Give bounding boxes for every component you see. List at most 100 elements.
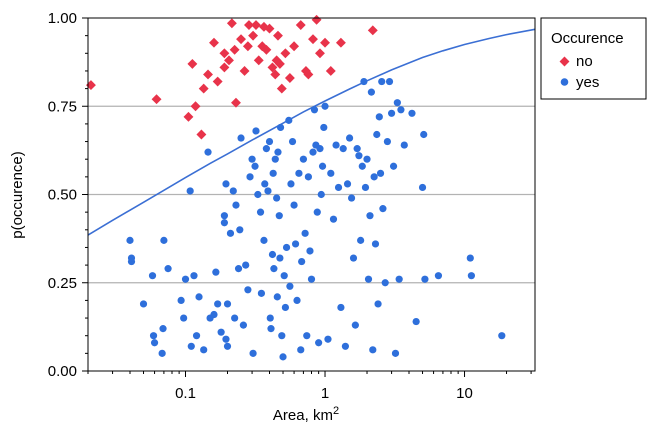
point-no [289,41,300,52]
point-yes [256,208,265,216]
point-yes [343,180,352,188]
point-yes [408,109,416,117]
legend-title: Occurence [551,30,624,47]
point-yes [217,328,225,336]
point-no [311,14,322,25]
point-yes [385,77,394,86]
y-axis-title: p(occurence) [9,151,26,239]
point-yes [358,162,366,170]
point-yes [159,325,167,333]
point-yes [304,173,312,181]
x-axis-title: Area, km2 [273,405,339,424]
point-no [248,30,259,41]
point-yes [232,201,240,209]
point-no [335,37,346,48]
point-yes [321,102,329,110]
point-yes [223,300,232,308]
point-no [253,55,264,66]
point-yes [313,208,321,216]
point-yes [281,303,289,312]
y-tick-label: 0.25 [48,275,77,292]
point-no [224,55,234,66]
point-yes [200,346,208,354]
point-yes [195,293,203,301]
point-yes [420,130,428,139]
point-yes [341,342,350,350]
point-no [187,58,198,69]
point-yes [466,254,474,262]
point-no [325,66,336,76]
point-yes [295,169,303,177]
point-yes [222,180,230,188]
point-yes [246,173,254,181]
point-yes [397,106,405,114]
point-yes [261,180,269,188]
x-tick-label: 1 [321,385,329,402]
point-yes [273,194,281,202]
y-axis: 0.00 0.25 0.50 0.75 1.00 [48,10,88,380]
point-yes [383,137,392,146]
point-yes [297,346,305,354]
y-tick-label: 0.50 [48,187,77,204]
point-yes [177,296,185,304]
point-yes [315,339,323,347]
legend-no-marker [559,56,570,67]
point-yes [286,282,294,290]
point-yes [264,187,272,195]
point-yes [249,349,257,357]
point-yes [192,332,201,340]
point-yes [187,342,195,350]
point-yes [278,332,286,340]
point-yes [334,183,343,192]
x-axis-title-text: Area, km [273,407,333,424]
point-no [219,48,230,59]
point-yes [275,212,283,220]
point-no [231,97,241,108]
point-yes [234,265,243,273]
point-no [242,41,253,52]
point-yes [290,201,298,209]
point-yes [269,169,277,177]
point-yes [231,314,239,322]
point-yes [303,332,311,340]
legend: Occurence no yes [540,17,647,100]
point-yes [306,247,314,255]
point-yes [316,145,324,153]
point-yes [353,145,361,153]
point-yes [237,134,245,142]
point-no [251,20,261,31]
point-yes [363,155,371,163]
x-tick-label: 0.1 [175,385,196,402]
point-no [320,37,330,48]
y-tick-label: 0.75 [48,98,77,115]
point-yes [309,148,317,156]
point-yes [393,99,401,107]
point-yes [351,321,359,329]
point-no [239,66,250,76]
point-yes [222,335,230,343]
point-yes [369,346,377,354]
point-no [183,111,194,122]
point-yes [310,106,319,114]
point-yes [391,349,400,357]
point-yes [467,272,475,280]
point-no [236,34,246,45]
point-yes [265,137,274,146]
point-yes [329,215,338,223]
point-yes [164,265,172,273]
point-yes [214,300,222,308]
point-yes [378,77,386,86]
point-yes [434,272,443,280]
x-axis-title-superscript: 2 [333,405,339,417]
point-yes [371,240,380,248]
point-yes [301,229,309,237]
point-yes [288,137,297,146]
point-yes [204,148,212,156]
point-yes [337,303,345,312]
point-yes [239,321,248,329]
x-axis: 0.1 1 10 [87,371,532,402]
point-no [367,25,378,36]
point-yes [148,272,157,280]
point-yes [257,289,266,297]
point-yes [271,155,279,163]
